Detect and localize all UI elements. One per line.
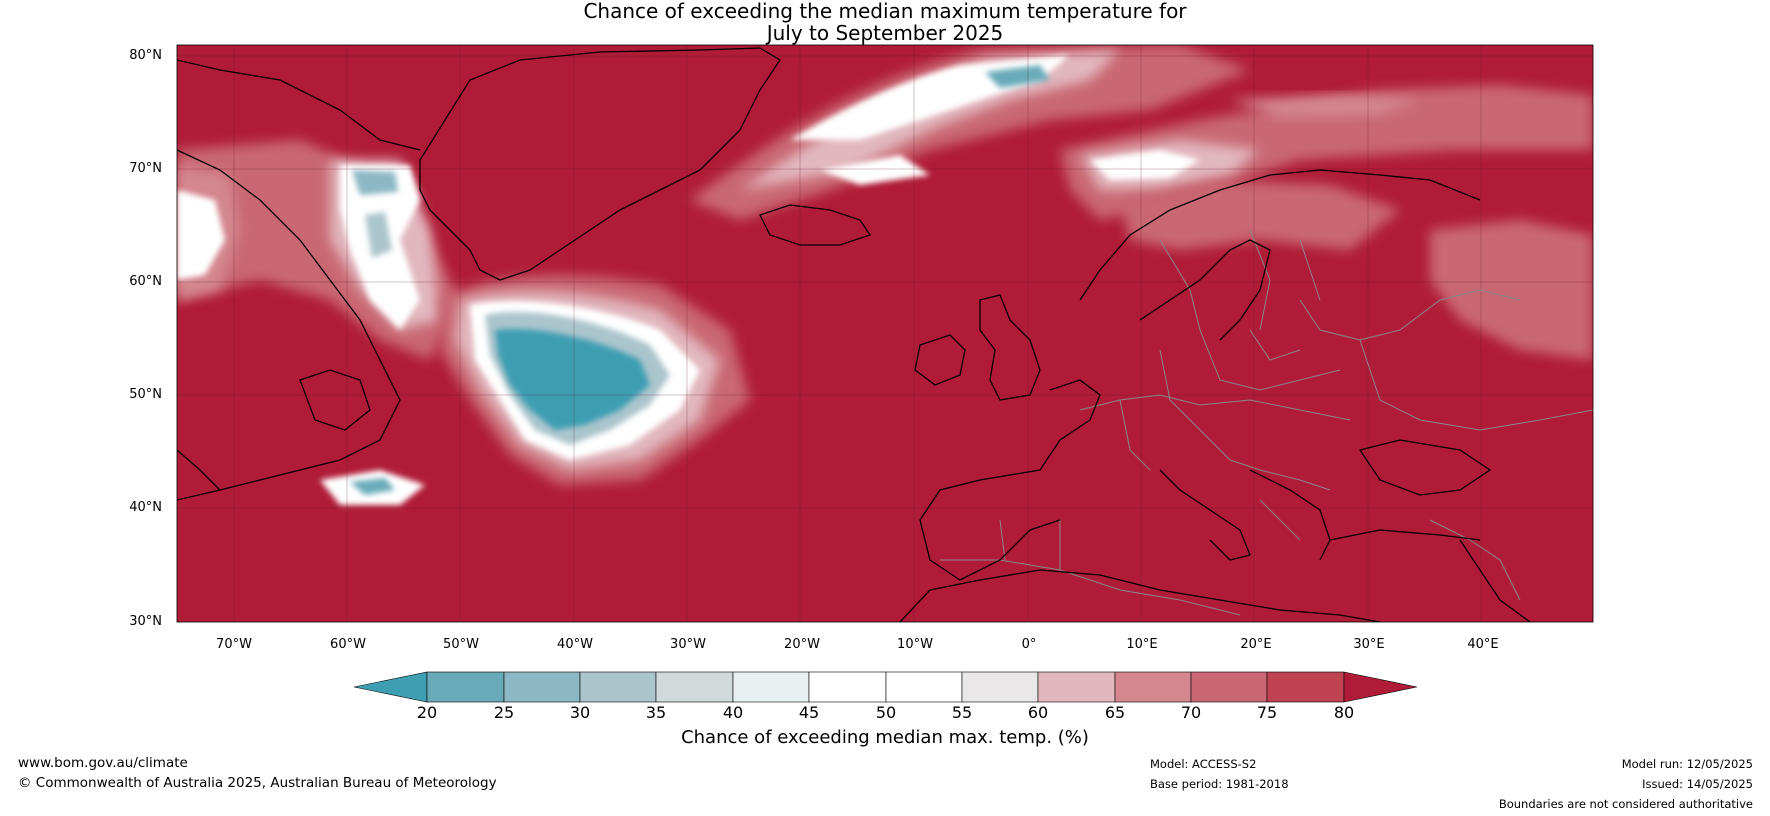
lon-label-30e: 30°E bbox=[1353, 637, 1385, 652]
coast-balkans bbox=[1249, 469, 1331, 561]
colorbar-55-60 bbox=[961, 671, 1039, 703]
colorbar-25-30 bbox=[503, 671, 581, 703]
lon-label-30w: 30°W bbox=[670, 637, 706, 652]
region-atlantic-below-20 bbox=[495, 329, 650, 430]
colorbar-65-70 bbox=[1114, 671, 1192, 703]
colorbar-tick-25: 25 bbox=[493, 703, 515, 722]
footer-website: www.bom.gov.au/climate bbox=[18, 755, 188, 771]
colorbar-tick-30: 30 bbox=[569, 703, 591, 722]
coast-eastern-med bbox=[1459, 539, 1531, 622]
colorbar-20-25 bbox=[426, 671, 505, 703]
colorbar-tick-50: 50 bbox=[875, 703, 897, 722]
coast-norway bbox=[1079, 169, 1481, 301]
lon-label-20e: 20°E bbox=[1240, 637, 1272, 652]
probability-shading bbox=[177, 45, 1593, 505]
coast-ireland bbox=[914, 334, 966, 386]
colorbar-tick-45: 45 bbox=[798, 703, 820, 722]
colorbar-tick-35: 35 bbox=[645, 703, 667, 722]
colorbar-tick-65: 65 bbox=[1104, 703, 1126, 722]
colorbar-tick-70: 70 bbox=[1180, 703, 1202, 722]
coast-italy bbox=[1159, 469, 1251, 561]
region-fram-strait-20-25 bbox=[985, 65, 1050, 88]
coast-north-america-east bbox=[177, 449, 221, 491]
coast-great-britain bbox=[979, 294, 1041, 401]
colorbar-40-45 bbox=[732, 671, 810, 703]
colorbar-70-75 bbox=[1190, 671, 1268, 703]
coast-labrador bbox=[177, 149, 401, 501]
colorbar-35-40 bbox=[655, 671, 734, 703]
lat-label-60n: 60°N bbox=[129, 274, 162, 289]
region-baffin-blue-mid bbox=[365, 212, 392, 258]
lon-label-10e: 10°E bbox=[1126, 637, 1158, 652]
colorbar-45-50 bbox=[808, 671, 887, 703]
colorbar-50-55 bbox=[885, 671, 963, 703]
footer-model: Model: ACCESS-S2 bbox=[1150, 757, 1257, 771]
region-barents-65-70 bbox=[1230, 95, 1420, 118]
coast-baffin bbox=[177, 59, 421, 151]
lon-label-10w: 10°W bbox=[897, 637, 933, 652]
lat-label-80n: 80°N bbox=[129, 48, 162, 63]
lon-label-40w: 40°W bbox=[557, 637, 593, 652]
coast-sweden-baltic bbox=[1139, 239, 1271, 341]
region-russia-70-75 bbox=[1430, 220, 1593, 360]
coast-turkey bbox=[1329, 529, 1481, 541]
colorbar-tick-80: 80 bbox=[1333, 703, 1355, 722]
region-hudson-white bbox=[177, 190, 225, 280]
region-nova-scotia-blue bbox=[350, 478, 395, 495]
colorbar-60-65 bbox=[1037, 671, 1116, 703]
colorbar-tick-20: 20 bbox=[416, 703, 438, 722]
map-plot-area bbox=[177, 45, 1593, 622]
lon-label-20w: 20°W bbox=[784, 637, 820, 652]
region-east-greenland-white bbox=[820, 155, 930, 185]
lat-label-30n: 30°N bbox=[129, 614, 162, 629]
colorbar-tick-55: 55 bbox=[951, 703, 973, 722]
lon-label-40e: 40°E bbox=[1467, 637, 1499, 652]
lat-label-40n: 40°N bbox=[129, 500, 162, 515]
lat-label-70n: 70°N bbox=[129, 161, 162, 176]
map-title-line-1: Chance of exceeding the median maximum t… bbox=[583, 0, 1187, 23]
coast-newfoundland bbox=[299, 369, 371, 431]
colorbar-below-20 bbox=[353, 671, 428, 703]
region-baffin-blue-north bbox=[352, 170, 398, 195]
colorbar-above-80 bbox=[1343, 671, 1418, 703]
coast-north-africa bbox=[899, 569, 1381, 622]
colorbar-label: Chance of exceeding median max. temp. (%… bbox=[681, 727, 1089, 748]
footer-base-period: Base period: 1981-2018 bbox=[1150, 777, 1289, 791]
colorbar-tick-40: 40 bbox=[722, 703, 744, 722]
lon-label-70w: 70°W bbox=[216, 637, 252, 652]
map-title-line-2: July to September 2025 bbox=[766, 21, 1004, 45]
region-scandinavia-north-70-75 bbox=[1120, 180, 1400, 250]
footer-issued: Issued: 14/05/2025 bbox=[1642, 777, 1753, 791]
colorbar-tick-60: 60 bbox=[1027, 703, 1049, 722]
region-fram-strait-70-75 bbox=[690, 45, 1250, 220]
coast-europe-west bbox=[919, 379, 1101, 581]
lon-label-50w: 50°W bbox=[443, 637, 479, 652]
lat-label-50n: 50°N bbox=[129, 387, 162, 402]
national-borders bbox=[940, 229, 1593, 616]
footer-model-run: Model run: 12/05/2025 bbox=[1621, 757, 1753, 771]
colorbar-30-35 bbox=[579, 671, 657, 703]
lon-label-0: 0° bbox=[1021, 637, 1037, 652]
coastlines bbox=[177, 47, 1531, 622]
colorbar-75-80 bbox=[1266, 671, 1345, 703]
region-norwegian-white bbox=[1090, 150, 1200, 180]
coast-greenland bbox=[419, 47, 781, 281]
gridlines bbox=[177, 45, 1593, 622]
lon-label-60w: 60°W bbox=[330, 637, 366, 652]
map-frame bbox=[176, 44, 1594, 623]
coast-black-sea bbox=[1358, 439, 1492, 496]
footer-disclaimer: Boundaries are not considered authoritat… bbox=[1498, 797, 1753, 811]
colorbar-tick-75: 75 bbox=[1256, 703, 1278, 722]
footer-copyright: © Commonwealth of Australia 2025, Austra… bbox=[18, 775, 497, 791]
coast-iceland bbox=[759, 204, 872, 246]
